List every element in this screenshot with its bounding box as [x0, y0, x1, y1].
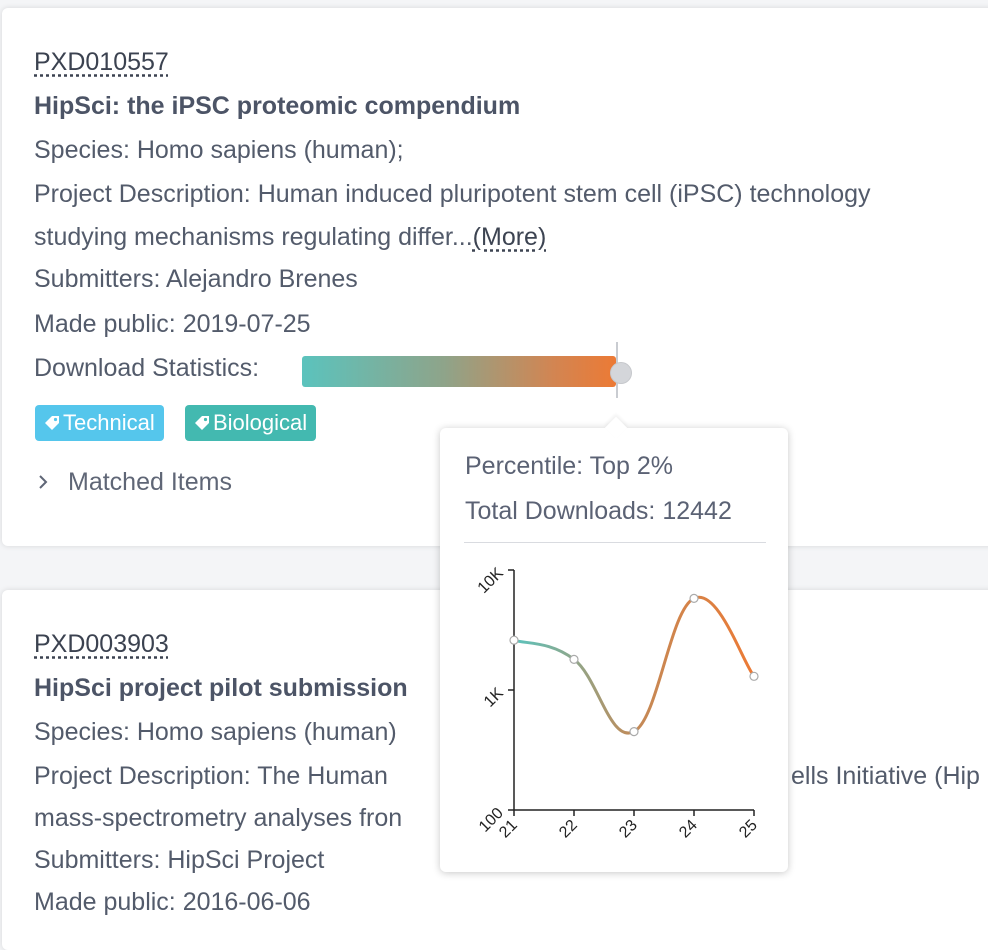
- tag-label: Biological: [213, 410, 308, 435]
- submitters-text: Submitters: Alejandro Brenes: [34, 265, 358, 293]
- accession-row: PXD003903: [34, 630, 169, 659]
- species-text: Species: Homo sapiens (human);: [34, 136, 404, 164]
- tag-icon: [45, 416, 59, 430]
- download-statistics-bar[interactable]: [302, 342, 632, 400]
- description-text-line1: Project Description: The Human: [34, 762, 388, 790]
- x-tick-label: 24: [676, 817, 701, 842]
- chevron-right-icon: [38, 468, 48, 497]
- data-point: [509, 635, 519, 645]
- data-point: [629, 727, 639, 737]
- data-point: [749, 671, 759, 681]
- species-text: Species: Homo sapiens (human): [34, 718, 397, 746]
- made-public-text: Made public: 2016-06-06: [34, 888, 311, 916]
- description-text-line1-right: ells Initiative (Hip: [791, 762, 980, 790]
- result-card: PXD010557 HipSci: the iPSC proteomic com…: [2, 8, 988, 546]
- y-tick-label: 1K: [481, 685, 507, 711]
- accession-row: PXD010557: [34, 48, 169, 77]
- made-public-text: Made public: 2019-07-25: [34, 310, 311, 338]
- x-tick-label: 23: [616, 817, 641, 842]
- data-point: [569, 654, 579, 664]
- matched-items-toggle[interactable]: Matched Items: [38, 468, 232, 497]
- data-point: [689, 593, 699, 603]
- description-text-line2: studying mechanisms regulating differ...…: [34, 223, 546, 252]
- description-text-truncated: studying mechanisms regulating differ...: [34, 223, 473, 251]
- x-tick-label: 22: [556, 817, 581, 842]
- download-bar-fill: [302, 356, 616, 387]
- download-bar-handle[interactable]: [610, 362, 632, 384]
- series-line: [513, 595, 756, 735]
- tag-technical[interactable]: Technical: [35, 405, 164, 441]
- divider: [464, 542, 766, 543]
- matched-items-label: Matched Items: [68, 468, 232, 496]
- accession-link[interactable]: PXD003903: [34, 630, 169, 658]
- description-text-line2: mass-spectrometry analyses fron: [34, 804, 403, 832]
- x-tick-label: 25: [736, 817, 761, 842]
- accession-link[interactable]: PXD010557: [34, 48, 169, 76]
- tag-biological[interactable]: Biological: [185, 405, 317, 441]
- percentile-text: Percentile: Top 2%: [465, 452, 673, 480]
- tag-label: Technical: [63, 410, 155, 435]
- description-text-line1: Project Description: Human induced pluri…: [34, 180, 871, 208]
- y-tick-label: 10K: [475, 565, 507, 597]
- project-title[interactable]: HipSci: the iPSC proteomic compendium: [34, 92, 521, 120]
- download-stats-tooltip: Percentile: Top 2% Total Downloads: 1244…: [440, 416, 788, 872]
- submitters-text: Submitters: HipSci Project: [34, 846, 325, 874]
- download-statistics-label: Download Statistics:: [34, 354, 260, 382]
- total-downloads-text: Total Downloads: 12442: [465, 497, 732, 525]
- project-title[interactable]: HipSci project pilot submission: [34, 674, 408, 702]
- more-link[interactable]: (More): [472, 223, 547, 251]
- tag-icon: [195, 416, 209, 430]
